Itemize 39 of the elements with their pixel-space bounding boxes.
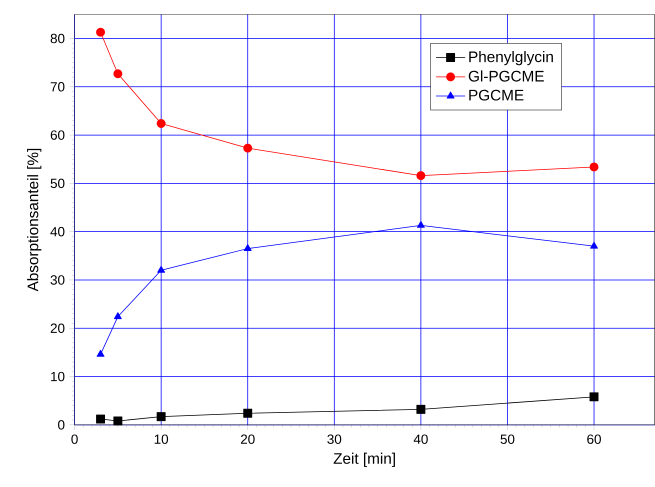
x-tick-label: 10 xyxy=(154,434,168,444)
point xyxy=(96,350,104,357)
y-tick-label: 40 xyxy=(50,226,64,236)
y-tick-label: 10 xyxy=(51,372,64,382)
point xyxy=(96,414,106,424)
x-tick-label: 0 xyxy=(71,434,78,444)
point xyxy=(416,404,426,414)
x-tick-label: 30 xyxy=(327,434,342,444)
point xyxy=(96,28,106,37)
x-tick-label: 20 xyxy=(240,434,255,444)
y-tick-label: 50 xyxy=(50,178,64,188)
point xyxy=(156,119,166,128)
point xyxy=(590,242,598,249)
point xyxy=(244,244,252,251)
y-tick-label: 70 xyxy=(50,82,64,92)
point xyxy=(243,408,252,418)
point xyxy=(113,416,122,426)
point xyxy=(113,69,122,78)
point xyxy=(157,266,166,273)
y-tick-label: 60 xyxy=(50,130,64,140)
legend-label: Gl-PGCME xyxy=(468,70,544,82)
y-tick-label: 30 xyxy=(50,275,64,285)
point xyxy=(590,392,598,402)
point xyxy=(590,162,598,172)
y-tick-label: 0 xyxy=(58,420,64,430)
legend-label: PGCME xyxy=(469,90,524,101)
x-axis-title: Zeit [min] xyxy=(334,452,395,467)
point xyxy=(243,144,252,153)
legend-label: Phenylglycin xyxy=(469,50,553,66)
y-tick-label: 80 xyxy=(50,34,64,44)
point xyxy=(416,171,426,180)
x-tick-label: 50 xyxy=(500,434,514,444)
x-tick-label: 40 xyxy=(414,434,428,444)
point xyxy=(114,312,122,320)
y-axis-title: Absorptionsanteil [%] xyxy=(27,148,42,292)
point xyxy=(416,220,425,228)
y-tick-label: 20 xyxy=(50,324,64,333)
point xyxy=(156,412,166,422)
x-tick-label: 60 xyxy=(587,434,601,444)
